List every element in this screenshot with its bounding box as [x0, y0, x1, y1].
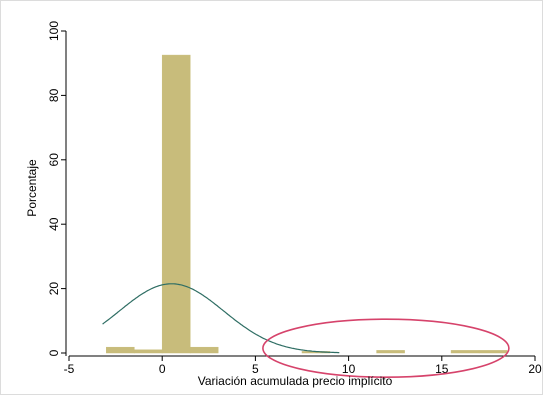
histogram-bar	[133, 349, 163, 354]
histogram-bar	[450, 350, 480, 354]
x-tick-label: 5	[252, 362, 259, 376]
histogram-bar	[478, 350, 508, 354]
y-axis-title: Porcentaje	[25, 159, 39, 217]
histogram-bar	[189, 346, 219, 354]
y-tick-label: 100	[47, 21, 61, 41]
histogram-bar	[376, 350, 405, 354]
highlight-ellipse	[262, 318, 510, 379]
x-tick-label: 0	[159, 362, 166, 376]
x-tick-label: -5	[64, 362, 75, 376]
normal-density-curve	[102, 283, 340, 354]
histogram-bar	[106, 346, 135, 354]
y-tick-label: 60	[47, 153, 61, 167]
x-axis-title: Variación acumulada precio implícito	[198, 374, 393, 388]
x-tick-label: 15	[435, 362, 449, 376]
x-tick-label: 20	[528, 362, 542, 376]
x-tick-label: 10	[342, 362, 356, 376]
histogram-bar	[161, 54, 191, 354]
density-curve-group	[102, 283, 340, 354]
y-tick-label: 0	[47, 349, 61, 356]
y-tick-label: 40	[47, 217, 61, 231]
bars-group	[106, 54, 508, 354]
y-tick-label: 20	[47, 282, 61, 296]
y-ticks-group: 0 20 40 60 80 100	[47, 21, 66, 356]
y-tick-label: 80	[47, 88, 61, 102]
annotation-group	[262, 318, 510, 379]
x-ticks-group: -5 0 5 10 15 20	[64, 356, 542, 376]
axes-group	[65, 31, 535, 357]
